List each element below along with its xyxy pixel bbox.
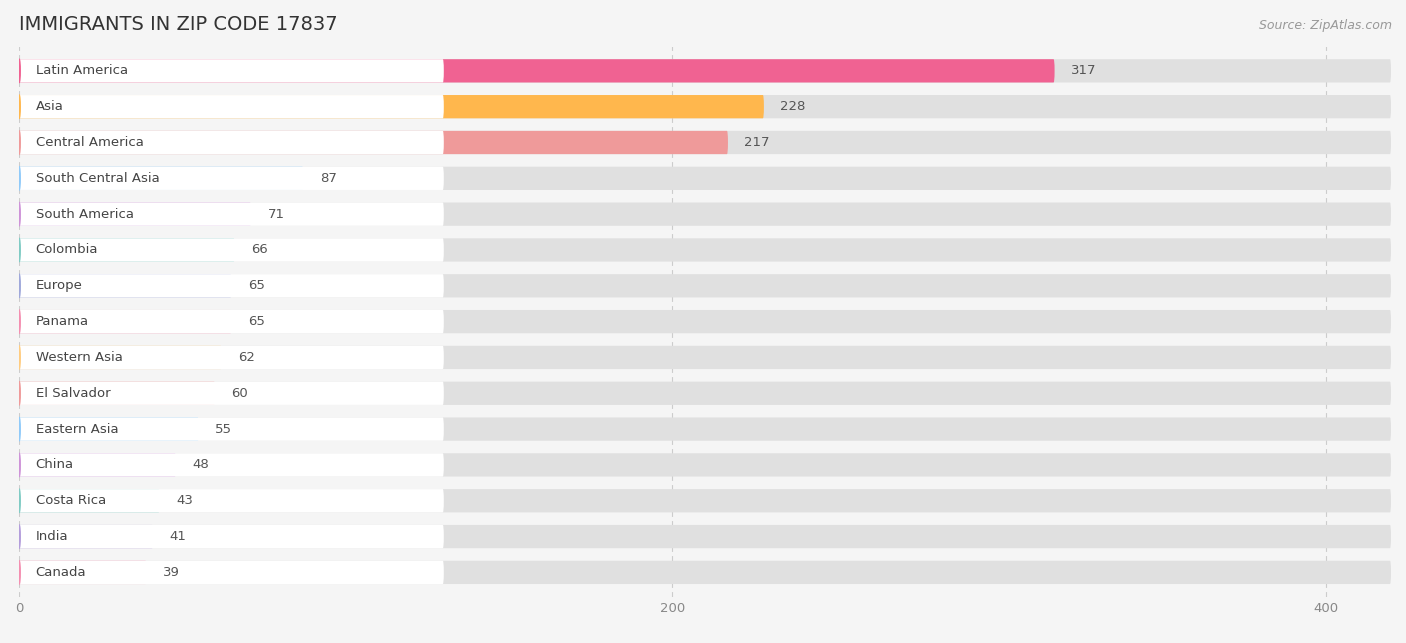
Text: 317: 317 [1071, 64, 1097, 77]
FancyBboxPatch shape [20, 203, 252, 226]
Text: 87: 87 [319, 172, 336, 185]
Text: 65: 65 [247, 279, 264, 293]
Text: 39: 39 [163, 566, 180, 579]
FancyBboxPatch shape [20, 131, 444, 154]
Text: 48: 48 [193, 458, 209, 471]
FancyBboxPatch shape [20, 310, 1391, 333]
Circle shape [18, 203, 20, 226]
FancyBboxPatch shape [20, 346, 444, 369]
Text: IMMIGRANTS IN ZIP CODE 17837: IMMIGRANTS IN ZIP CODE 17837 [20, 15, 337, 34]
Text: Asia: Asia [35, 100, 63, 113]
Text: Colombia: Colombia [35, 244, 98, 257]
FancyBboxPatch shape [20, 453, 444, 476]
FancyBboxPatch shape [20, 453, 1391, 476]
FancyBboxPatch shape [20, 95, 444, 118]
Circle shape [18, 95, 20, 118]
Circle shape [18, 167, 20, 190]
FancyBboxPatch shape [20, 274, 444, 298]
FancyBboxPatch shape [20, 561, 444, 584]
Text: Latin America: Latin America [35, 64, 128, 77]
FancyBboxPatch shape [20, 382, 1391, 405]
FancyBboxPatch shape [20, 203, 444, 226]
Text: Costa Rica: Costa Rica [35, 494, 105, 507]
FancyBboxPatch shape [20, 310, 444, 333]
FancyBboxPatch shape [20, 346, 222, 369]
FancyBboxPatch shape [20, 239, 444, 262]
FancyBboxPatch shape [20, 167, 304, 190]
FancyBboxPatch shape [20, 417, 198, 440]
Text: Eastern Asia: Eastern Asia [35, 422, 118, 435]
FancyBboxPatch shape [20, 310, 232, 333]
Text: Canada: Canada [35, 566, 86, 579]
Text: 43: 43 [176, 494, 193, 507]
FancyBboxPatch shape [20, 346, 1391, 369]
Text: 65: 65 [247, 315, 264, 328]
FancyBboxPatch shape [20, 203, 1391, 226]
Circle shape [18, 417, 20, 440]
Text: India: India [35, 530, 67, 543]
FancyBboxPatch shape [20, 131, 1391, 154]
FancyBboxPatch shape [20, 95, 1391, 118]
Text: 60: 60 [232, 387, 249, 400]
Circle shape [18, 346, 20, 369]
FancyBboxPatch shape [20, 453, 176, 476]
Text: Central America: Central America [35, 136, 143, 149]
FancyBboxPatch shape [20, 525, 153, 548]
Text: 62: 62 [238, 351, 254, 364]
FancyBboxPatch shape [20, 489, 444, 512]
Circle shape [18, 561, 20, 584]
FancyBboxPatch shape [20, 417, 1391, 440]
Circle shape [18, 59, 20, 82]
FancyBboxPatch shape [20, 489, 1391, 512]
FancyBboxPatch shape [20, 382, 215, 405]
FancyBboxPatch shape [20, 274, 1391, 298]
FancyBboxPatch shape [20, 167, 444, 190]
FancyBboxPatch shape [20, 59, 1054, 82]
Text: Source: ZipAtlas.com: Source: ZipAtlas.com [1258, 19, 1392, 32]
Text: 41: 41 [170, 530, 187, 543]
Text: 66: 66 [252, 244, 267, 257]
Text: Panama: Panama [35, 315, 89, 328]
Circle shape [18, 131, 20, 154]
Circle shape [18, 489, 20, 512]
FancyBboxPatch shape [20, 525, 444, 548]
FancyBboxPatch shape [20, 239, 235, 262]
FancyBboxPatch shape [20, 417, 444, 440]
FancyBboxPatch shape [20, 525, 1391, 548]
Circle shape [18, 274, 20, 298]
FancyBboxPatch shape [20, 167, 1391, 190]
FancyBboxPatch shape [20, 239, 1391, 262]
FancyBboxPatch shape [20, 274, 232, 298]
FancyBboxPatch shape [20, 382, 444, 405]
Circle shape [18, 239, 20, 262]
Text: South Central Asia: South Central Asia [35, 172, 159, 185]
FancyBboxPatch shape [20, 95, 763, 118]
Text: 228: 228 [780, 100, 806, 113]
Text: 55: 55 [215, 422, 232, 435]
FancyBboxPatch shape [20, 489, 160, 512]
Text: South America: South America [35, 208, 134, 221]
FancyBboxPatch shape [20, 561, 1391, 584]
Circle shape [18, 382, 20, 405]
FancyBboxPatch shape [20, 131, 728, 154]
Circle shape [18, 525, 20, 548]
FancyBboxPatch shape [20, 561, 146, 584]
Text: Western Asia: Western Asia [35, 351, 122, 364]
Text: El Salvador: El Salvador [35, 387, 110, 400]
Text: 217: 217 [744, 136, 770, 149]
FancyBboxPatch shape [20, 59, 1391, 82]
Circle shape [18, 453, 20, 476]
Text: Europe: Europe [35, 279, 83, 293]
Text: 71: 71 [267, 208, 284, 221]
FancyBboxPatch shape [20, 59, 444, 82]
Circle shape [18, 310, 20, 333]
Text: China: China [35, 458, 73, 471]
